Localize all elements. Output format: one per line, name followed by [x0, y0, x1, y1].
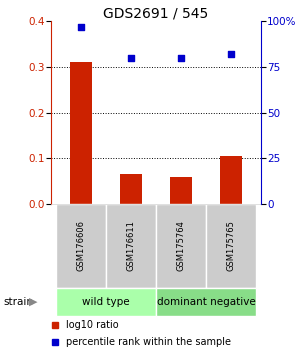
Bar	[220, 156, 242, 204]
Bar	[56, 288, 156, 316]
Point	[178, 55, 183, 61]
Bar	[156, 204, 206, 288]
Bar	[120, 175, 142, 204]
Bar	[170, 177, 192, 204]
Text: percentile rank within the sample: percentile rank within the sample	[66, 337, 231, 347]
Text: GSM176606: GSM176606	[76, 221, 85, 272]
Bar	[56, 204, 106, 288]
Text: GSM176611: GSM176611	[127, 221, 136, 272]
Bar	[206, 204, 256, 288]
Title: GDS2691 / 545: GDS2691 / 545	[103, 6, 208, 20]
Bar	[156, 288, 256, 316]
Text: GSM175765: GSM175765	[226, 221, 236, 272]
Text: ▶: ▶	[28, 297, 37, 307]
Bar	[106, 204, 156, 288]
Text: dominant negative: dominant negative	[157, 297, 255, 307]
Point	[129, 55, 134, 61]
Text: GSM175764: GSM175764	[176, 221, 185, 272]
Text: strain: strain	[3, 297, 33, 307]
Text: wild type: wild type	[82, 297, 130, 307]
Point	[229, 51, 233, 57]
Point	[79, 24, 83, 29]
Text: log10 ratio: log10 ratio	[66, 320, 118, 330]
Bar	[70, 62, 92, 204]
